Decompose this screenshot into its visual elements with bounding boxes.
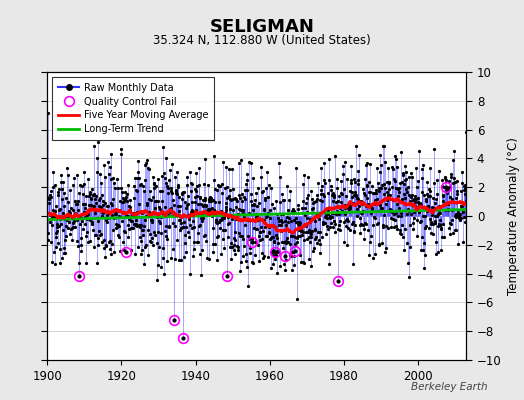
Text: 35.324 N, 112.880 W (United States): 35.324 N, 112.880 W (United States) [153, 34, 371, 47]
Y-axis label: Temperature Anomaly (°C): Temperature Anomaly (°C) [507, 137, 520, 295]
Text: Berkeley Earth: Berkeley Earth [411, 382, 487, 392]
Legend: Raw Monthly Data, Quality Control Fail, Five Year Moving Average, Long-Term Tren: Raw Monthly Data, Quality Control Fail, … [52, 77, 214, 140]
Text: SELIGMAN: SELIGMAN [210, 18, 314, 36]
